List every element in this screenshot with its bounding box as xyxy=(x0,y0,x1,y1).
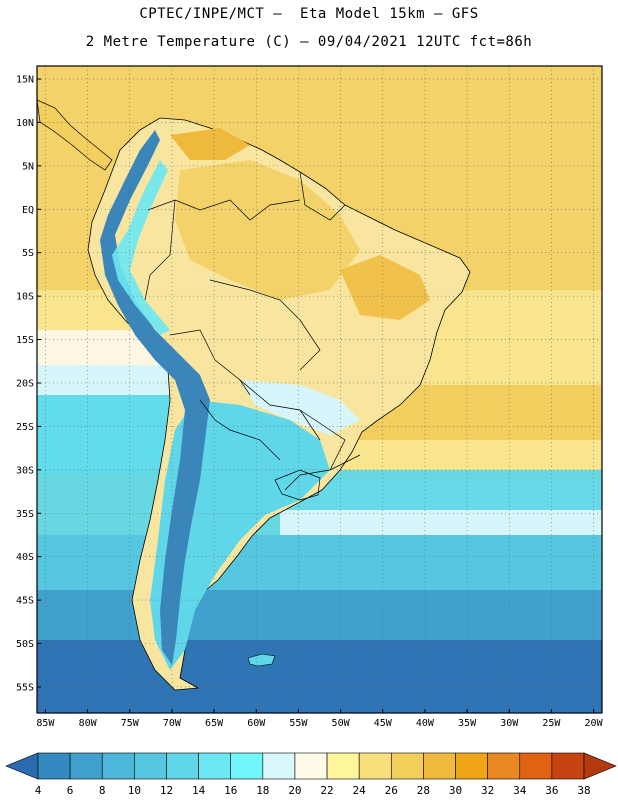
latitude-label: 50S xyxy=(16,639,34,650)
colorbar-label: 36 xyxy=(545,784,558,797)
colorbar-swatch xyxy=(230,752,264,780)
colorbar-swatch xyxy=(358,752,392,780)
colorbar-swatch xyxy=(134,752,167,780)
latitude-label: EQ xyxy=(22,205,34,216)
colorbar-label: 32 xyxy=(481,784,494,797)
colorbar-label: 12 xyxy=(160,784,173,797)
colorbar-swatch xyxy=(487,752,521,780)
colorbar-swatch xyxy=(166,752,199,780)
colorbar-swatch xyxy=(101,752,135,780)
country-borders xyxy=(144,171,361,501)
colorbar-label: 28 xyxy=(417,784,430,797)
latitude-labels: 15N 10N 5N EQ 5S 10S 15S 20S 25S 30S 35S 40S 45S 50S 5… xyxy=(16,75,41,693)
longitude-label: 25W xyxy=(542,718,561,729)
latitude-label: 30S xyxy=(16,465,34,476)
colorbar-label: 26 xyxy=(385,784,398,797)
latitude-label: 55S xyxy=(16,682,34,693)
longitude-label: 85W xyxy=(36,718,55,729)
latitude-label: 5N xyxy=(22,161,34,172)
colorbar-label: 18 xyxy=(256,784,269,797)
colorbar-label: 6 xyxy=(67,784,74,797)
longitude-label: 50W xyxy=(332,718,351,729)
longitude-label: 60W xyxy=(247,718,266,729)
temperature-colorbar: 4 6 8 10 12 14 16 18 20 22 24 26 28 30 32 34 36 38 xyxy=(5,752,617,797)
temperature-field xyxy=(37,66,602,713)
longitude-label: 40W xyxy=(416,718,435,729)
colorbar-swatch xyxy=(294,752,328,780)
colorbar-max-arrow xyxy=(583,752,617,780)
southeast-pale-area xyxy=(240,380,360,435)
atlantic-pale-band-2 xyxy=(280,510,602,535)
northern-hot-area xyxy=(170,128,250,160)
longitude-label: 75W xyxy=(121,718,140,729)
colorbar-label: 20 xyxy=(288,784,301,797)
latitude-label: 40S xyxy=(16,552,34,563)
longitude-label: 80W xyxy=(79,718,98,729)
colorbar-label: 8 xyxy=(99,784,106,797)
longitude-label: 70W xyxy=(163,718,182,729)
colorbar-label: 14 xyxy=(192,784,206,797)
latitude-label: 20S xyxy=(16,378,34,389)
northeast-hot-area xyxy=(340,255,430,320)
colorbar-label: 24 xyxy=(353,784,367,797)
colorbar-swatch xyxy=(326,752,360,780)
colorbar-label: 34 xyxy=(513,784,527,797)
longitude-label: 30W xyxy=(500,718,519,729)
colorbar-swatch xyxy=(455,752,488,780)
colorbar-label: 10 xyxy=(128,784,141,797)
colorbar-swatch xyxy=(423,752,456,780)
colorbar-swatch xyxy=(519,752,553,780)
colorbar-label: 16 xyxy=(224,784,237,797)
map-title-line-2: 2 Metre Temperature (C) – 09/04/2021 12U… xyxy=(85,34,533,50)
colorbar-swatch xyxy=(390,752,424,780)
colorbar-swatch xyxy=(551,752,585,780)
map-title-line-1: CPTEC/INPE/MCT – Eta Model 15km – GFS xyxy=(139,6,479,22)
longitude-label: 55W xyxy=(289,718,308,729)
andes-cold-spine xyxy=(100,130,210,665)
colorbar-swatch xyxy=(262,752,296,780)
colorbar-swatch xyxy=(69,752,103,780)
amazon-warm-area xyxy=(175,160,360,300)
latitude-label: 5S xyxy=(22,248,34,259)
latitude-label: 25S xyxy=(16,422,34,433)
southern-mid-band xyxy=(37,590,602,645)
colorbar-label: 22 xyxy=(320,784,333,797)
colorbar-label: 38 xyxy=(577,784,590,797)
southern-cool-band xyxy=(37,535,602,595)
central-america-coast xyxy=(37,99,113,171)
colorbar-min-arrow xyxy=(5,752,39,780)
longitude-label: 20W xyxy=(585,718,604,729)
longitude-labels: 85W 80W 75W 70W 65W 60W 55W 50W 45W 40W 35W 30W 25W 2… xyxy=(36,709,604,729)
colorbar-label: 30 xyxy=(449,784,462,797)
falkland-islands xyxy=(247,653,276,667)
latitude-label: 15S xyxy=(16,335,34,346)
colorbar-swatch xyxy=(37,752,71,780)
latitude-label: 15N xyxy=(16,75,34,86)
colorbar-label: 4 xyxy=(35,784,42,797)
latitude-label: 10N xyxy=(16,118,34,129)
latitude-label: 35S xyxy=(16,509,34,520)
longitude-label: 65W xyxy=(205,718,224,729)
longitude-label: 35W xyxy=(458,718,477,729)
latitude-label: 45S xyxy=(16,596,34,607)
colorbar-swatch xyxy=(198,752,232,780)
southern-deep-band xyxy=(37,640,602,713)
andes-cyan-edge xyxy=(112,160,170,335)
map-frame xyxy=(36,65,603,714)
longitude-label: 45W xyxy=(374,718,393,729)
latitude-label: 10S xyxy=(16,292,34,303)
